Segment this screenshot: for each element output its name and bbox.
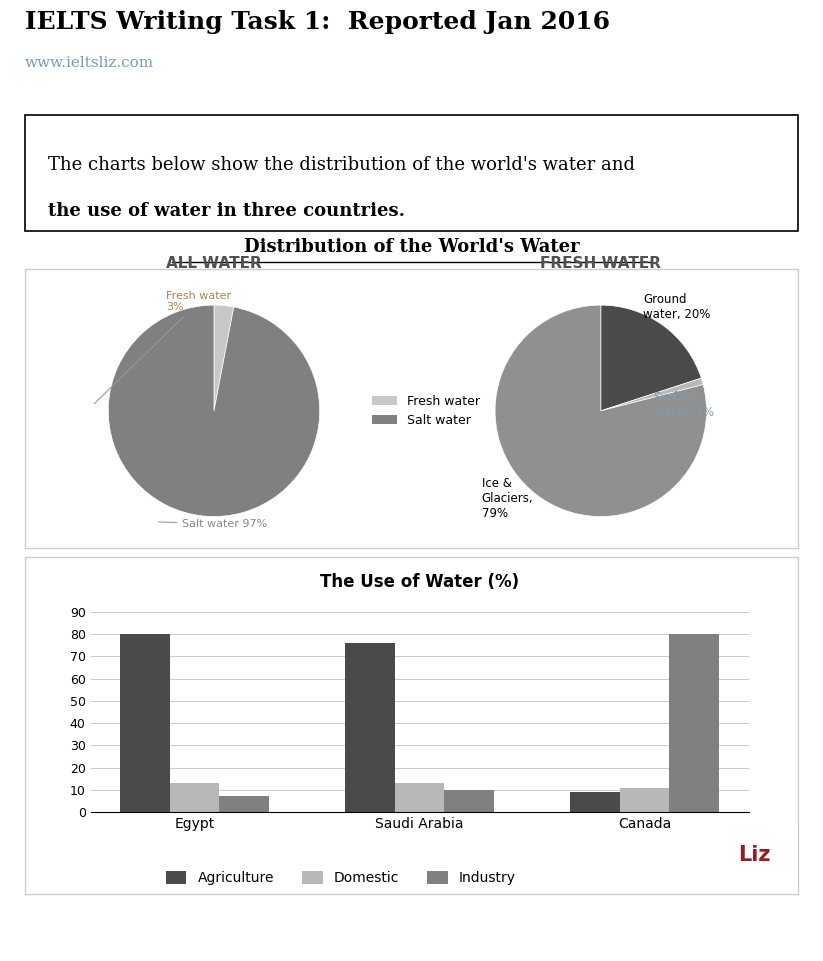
Wedge shape bbox=[495, 306, 706, 516]
Bar bbox=[570, 792, 620, 812]
Text: The charts below show the distribution of the world's water and: The charts below show the distribution o… bbox=[48, 156, 635, 174]
FancyBboxPatch shape bbox=[709, 824, 800, 886]
FancyBboxPatch shape bbox=[25, 115, 798, 231]
Bar bbox=[444, 790, 494, 812]
Legend: Fresh water, Salt water: Fresh water, Salt water bbox=[367, 390, 486, 431]
Legend: Agriculture, Domestic, Industry: Agriculture, Domestic, Industry bbox=[160, 866, 522, 891]
Bar bbox=[170, 783, 220, 812]
Text: the use of water in three countries.: the use of water in three countries. bbox=[48, 202, 405, 220]
Title: FRESH WATER: FRESH WATER bbox=[540, 256, 662, 271]
Text: Salt water 97%: Salt water 97% bbox=[159, 519, 267, 530]
Text: Ground
water, 20%: Ground water, 20% bbox=[643, 293, 710, 321]
Wedge shape bbox=[601, 306, 701, 410]
Text: Fresh water
3%: Fresh water 3% bbox=[95, 291, 231, 404]
Bar bbox=[669, 634, 719, 812]
Bar bbox=[395, 783, 444, 812]
Wedge shape bbox=[601, 379, 703, 410]
Bar bbox=[620, 788, 669, 812]
FancyBboxPatch shape bbox=[25, 269, 798, 548]
Wedge shape bbox=[214, 306, 234, 410]
Bar bbox=[120, 634, 170, 812]
Bar bbox=[346, 643, 395, 812]
Text: IELTS: IELTS bbox=[625, 845, 686, 865]
Text: Distribution of the World's Water: Distribution of the World's Water bbox=[244, 237, 579, 256]
Text: Surface
water, 1%: Surface water, 1% bbox=[653, 391, 714, 419]
Text: Ice &
Glaciers,
79%: Ice & Glaciers, 79% bbox=[481, 477, 533, 520]
Bar bbox=[220, 797, 269, 812]
Title: ALL WATER: ALL WATER bbox=[166, 256, 262, 271]
FancyBboxPatch shape bbox=[25, 557, 798, 894]
Text: www.ieltsliz.com: www.ieltsliz.com bbox=[25, 56, 154, 70]
Wedge shape bbox=[109, 306, 319, 516]
Title: The Use of Water (%): The Use of Water (%) bbox=[320, 573, 519, 591]
Text: Liz: Liz bbox=[738, 845, 771, 865]
Text: IELTS Writing Task 1:  Reported Jan 2016: IELTS Writing Task 1: Reported Jan 2016 bbox=[25, 10, 610, 34]
